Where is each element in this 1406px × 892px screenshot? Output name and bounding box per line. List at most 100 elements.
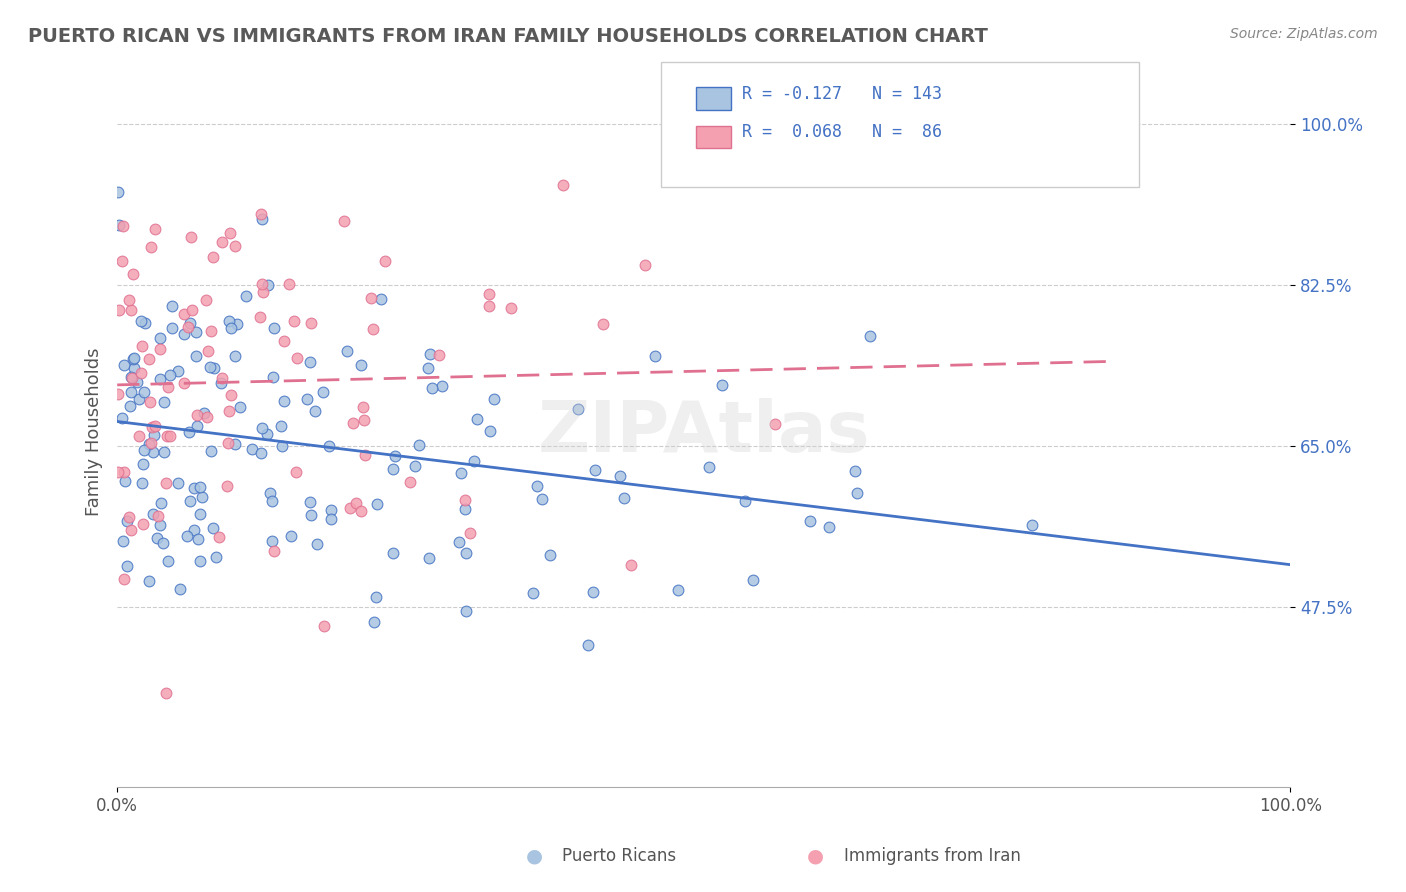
Point	[634, 258, 657, 272]
Point	[478, 300, 501, 314]
Point	[418, 551, 440, 566]
Point	[298, 494, 321, 508]
Point	[666, 583, 689, 598]
Point	[217, 479, 239, 493]
Point	[134, 443, 156, 458]
Point	[271, 439, 294, 453]
Point	[613, 491, 636, 505]
Point	[107, 185, 129, 199]
Point	[259, 486, 281, 500]
Point	[526, 478, 548, 492]
Point	[122, 351, 145, 365]
Point	[430, 379, 453, 393]
Point	[128, 392, 150, 406]
Point	[381, 462, 404, 476]
Point	[142, 444, 165, 458]
Point	[450, 467, 472, 481]
Point	[176, 529, 198, 543]
Point	[155, 685, 177, 699]
Point	[270, 418, 292, 433]
Point	[122, 267, 145, 281]
Point	[187, 532, 209, 546]
Point	[211, 371, 233, 385]
Point	[349, 359, 371, 373]
Point	[131, 475, 153, 490]
Point	[194, 293, 217, 307]
Point	[763, 417, 786, 431]
Point	[179, 425, 201, 439]
Point	[148, 518, 170, 533]
Point	[333, 214, 356, 228]
Point	[107, 218, 129, 232]
Point	[278, 277, 301, 292]
Point	[484, 392, 506, 406]
Point	[134, 316, 156, 330]
Point	[149, 342, 172, 356]
Point	[845, 485, 868, 500]
Point	[197, 344, 219, 359]
Point	[152, 535, 174, 549]
Text: ●: ●	[807, 847, 824, 866]
Point	[173, 308, 195, 322]
Point	[125, 375, 148, 389]
Point	[183, 481, 205, 495]
Point	[120, 385, 142, 400]
Point	[478, 424, 501, 438]
Point	[398, 475, 420, 490]
Text: Immigrants from Iran: Immigrants from Iran	[844, 847, 1021, 865]
Point	[142, 507, 165, 521]
Point	[501, 301, 523, 316]
Point	[202, 250, 225, 264]
Point	[160, 320, 183, 334]
Point	[318, 439, 340, 453]
Point	[219, 226, 242, 240]
Point	[183, 523, 205, 537]
Point	[609, 469, 631, 483]
Point	[283, 313, 305, 327]
Point	[304, 403, 326, 417]
Point	[228, 401, 250, 415]
Point	[115, 514, 138, 528]
Point	[179, 493, 201, 508]
Point	[138, 574, 160, 588]
Point	[117, 293, 139, 307]
Point	[132, 516, 155, 531]
Point	[169, 582, 191, 597]
Point	[157, 380, 180, 394]
Point	[273, 334, 295, 348]
Point	[361, 322, 384, 336]
Point	[107, 465, 129, 479]
Point	[143, 428, 166, 442]
Point	[186, 408, 208, 422]
Point	[370, 292, 392, 306]
Point	[186, 418, 208, 433]
Point	[420, 381, 443, 395]
Point	[263, 543, 285, 558]
Point	[138, 395, 160, 409]
Point	[160, 299, 183, 313]
Point	[138, 437, 160, 451]
Point	[576, 639, 599, 653]
Point	[155, 476, 177, 491]
Point	[108, 303, 131, 318]
Point	[844, 463, 866, 477]
Point	[530, 491, 553, 506]
Point	[179, 316, 201, 330]
Point	[177, 320, 200, 334]
Point	[567, 402, 589, 417]
Point	[295, 392, 318, 407]
Point	[225, 317, 247, 331]
Point	[699, 460, 721, 475]
Point	[644, 349, 666, 363]
Point	[167, 476, 190, 491]
Point	[538, 549, 561, 563]
Point	[339, 500, 361, 515]
Point	[184, 325, 207, 339]
Point	[218, 314, 240, 328]
Point	[132, 458, 155, 472]
Point	[219, 387, 242, 401]
Point	[592, 317, 614, 331]
Point	[188, 507, 211, 521]
Point	[128, 429, 150, 443]
Point	[344, 496, 367, 510]
